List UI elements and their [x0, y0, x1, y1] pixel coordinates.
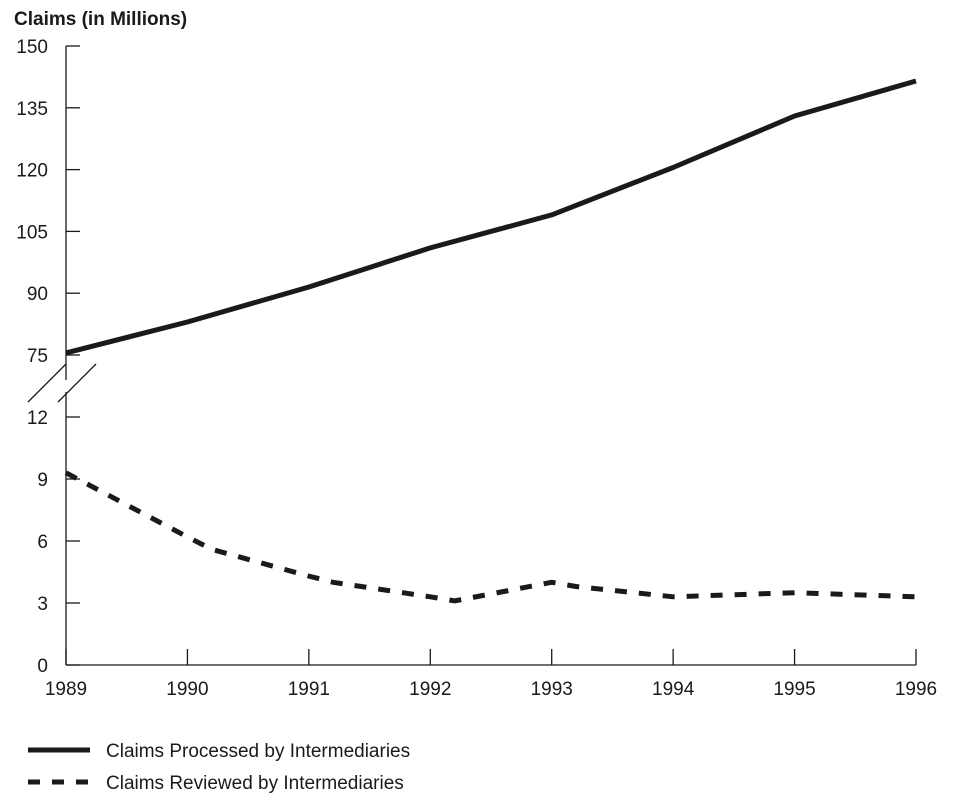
- series-line-reviewed: [64, 470, 917, 604]
- y-tick-label: 0: [37, 656, 48, 677]
- axis-break-mark: [27, 363, 67, 403]
- x-tick-label: 1991: [288, 679, 330, 700]
- x-tick-label: 1990: [166, 679, 208, 700]
- y-tick-label: 6: [37, 532, 48, 553]
- x-tick-label: 1994: [652, 679, 695, 700]
- y-tick-label: 9: [37, 470, 48, 491]
- y-tick-label: 105: [16, 222, 48, 243]
- series-line-processed: [65, 78, 917, 356]
- legend-label-reviewed: Claims Reviewed by Intermediaries: [106, 773, 404, 794]
- x-tick-label: 1993: [531, 679, 573, 700]
- y-tick-label: 120: [16, 161, 48, 182]
- y-axis-title: Claims (in Millions): [14, 9, 187, 30]
- x-tick-label: 1996: [895, 679, 937, 700]
- legend: Claims Processed by Intermediaries Claim…: [28, 741, 410, 794]
- x-tick-label: 1989: [45, 679, 87, 700]
- x-tick-label: 1995: [773, 679, 815, 700]
- y-tick-label: 12: [27, 408, 48, 429]
- axes: [27, 45, 917, 666]
- y-tick-label: 150: [16, 37, 48, 58]
- legend-label-processed: Claims Processed by Intermediaries: [106, 741, 410, 762]
- y-tick-label: 135: [16, 99, 48, 120]
- y-tick-label: 90: [27, 284, 48, 305]
- axis-break-mark: [57, 363, 97, 403]
- y-tick-label: 75: [27, 346, 48, 367]
- y-tick-label: 3: [37, 594, 48, 615]
- x-tick-label: 1992: [409, 679, 451, 700]
- series-layer: [64, 78, 917, 604]
